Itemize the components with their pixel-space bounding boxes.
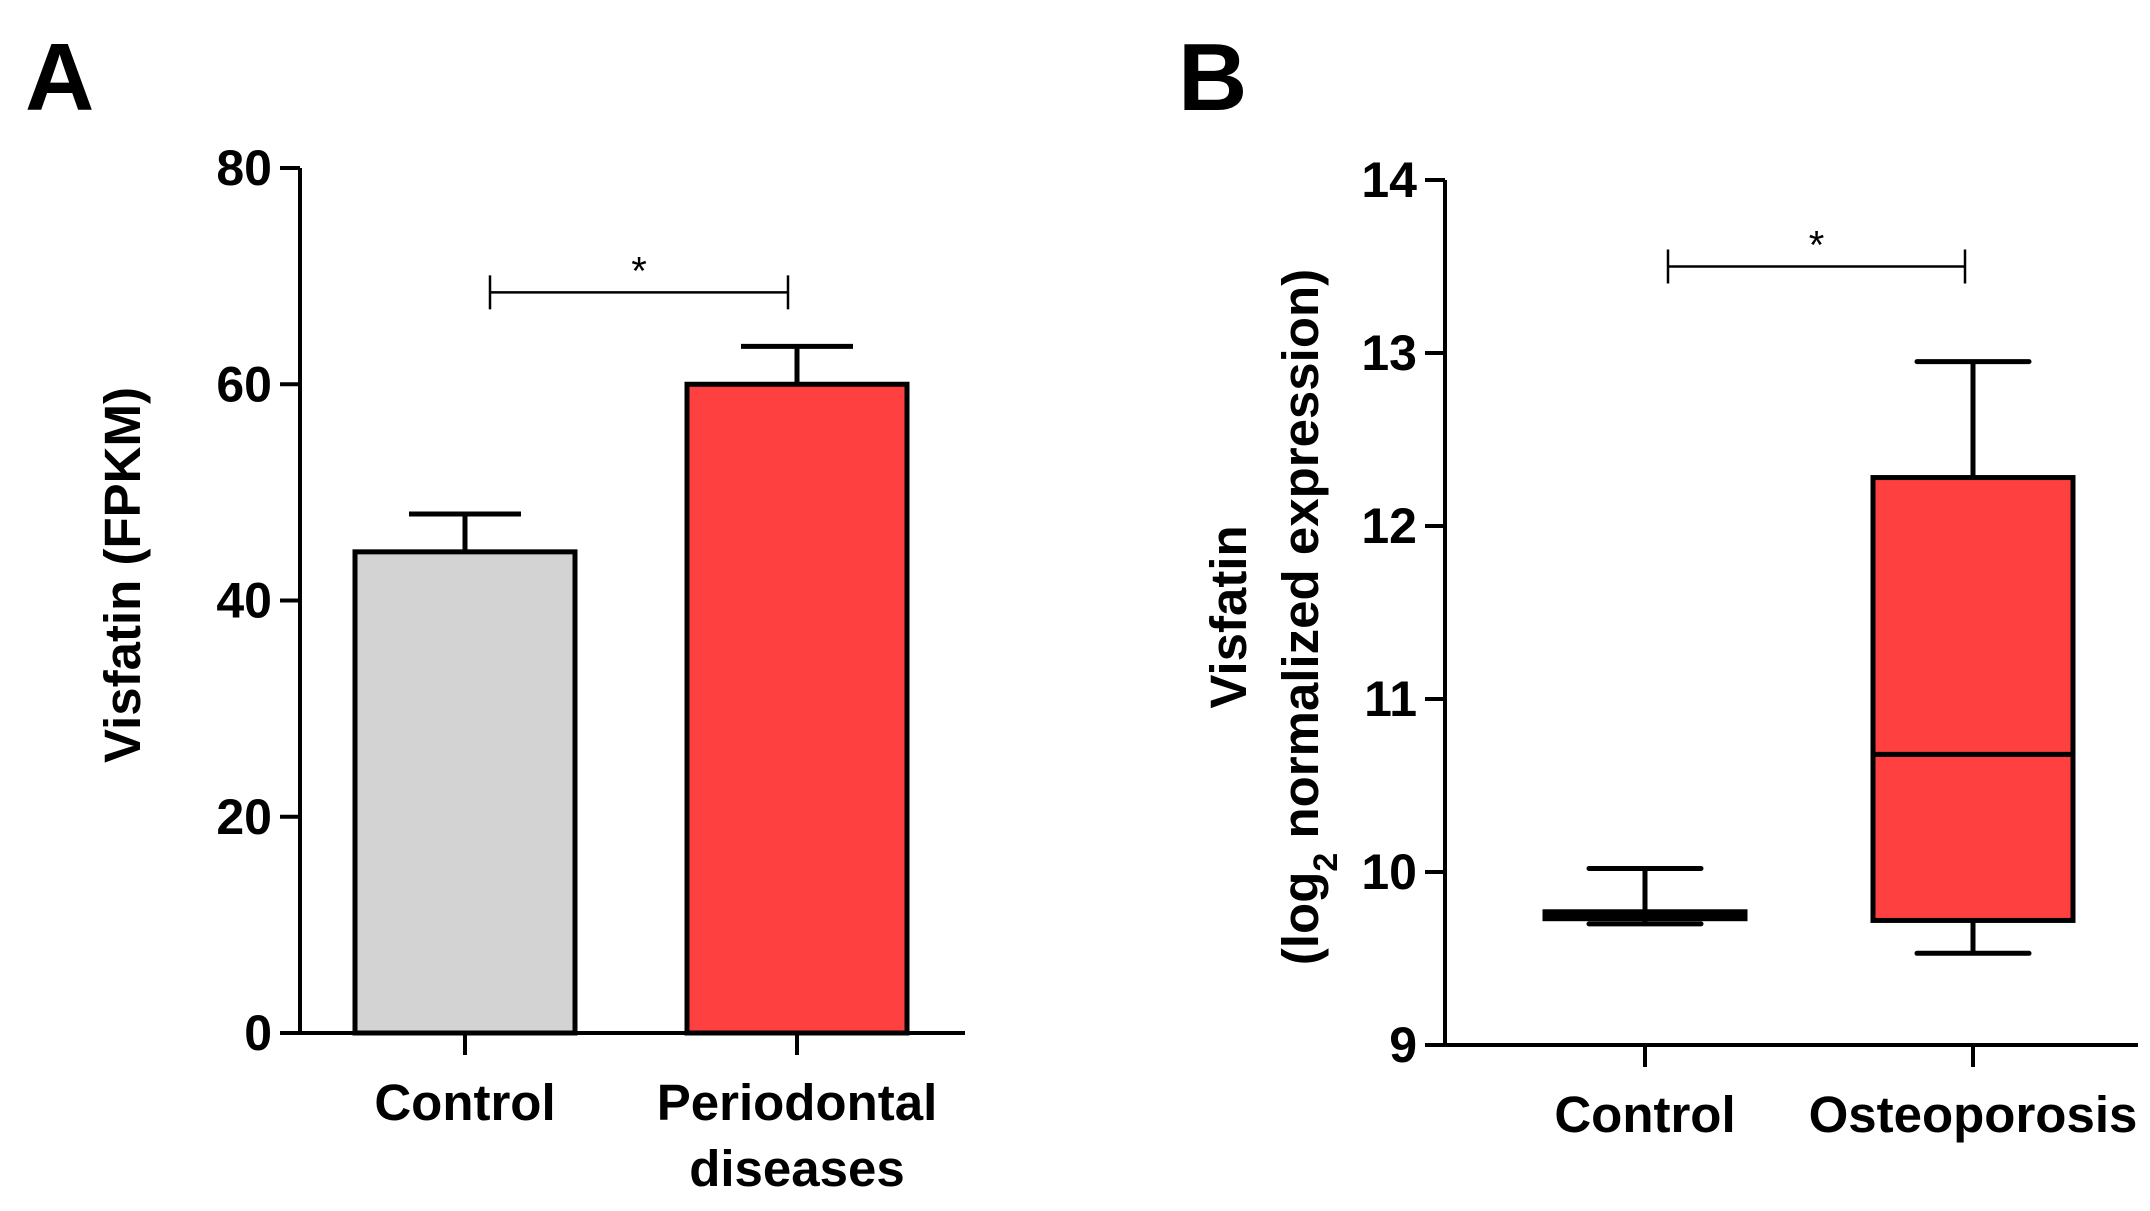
panel-b-y-axis-title-line2: (log2 normalized expression) — [1272, 269, 1345, 965]
panel-b-y-tick-label: 9 — [1389, 1017, 1417, 1073]
panel-b-x-tick-label: Osteoporosis — [1809, 1086, 2138, 1143]
panel-a-y-axis-title: Visfatin (FPKM) — [94, 387, 151, 763]
panel-a-y-tick-label: 0 — [244, 1005, 272, 1061]
panel-b-y-axis-title-line1: Visfatin — [1200, 525, 1257, 708]
panel-b-y-axis-title: Visfatin (log2 normalized expression) — [1200, 269, 1345, 965]
panel-a-significance-label: * — [631, 249, 647, 293]
panel-b-label: B — [1178, 24, 1247, 131]
panel-b-y-tick-label: 14 — [1361, 152, 1417, 208]
panel-a-plot: 0 20 40 60 80 Control Periodontal diseases * — [216, 140, 965, 1197]
panel-b-y-tick-label: 13 — [1361, 325, 1417, 381]
panel-a-label: A — [25, 24, 94, 131]
panel-b-y-tick-label: 11 — [1364, 671, 1417, 727]
panel-b-x-tick-label: Control — [1554, 1086, 1735, 1143]
panel-b-plot: 9 10 11 12 13 14 Control Osteoporosis * — [1361, 152, 2138, 1143]
panel-a-x-tick-label: diseases — [689, 1140, 905, 1197]
panel-a-y-tick-label: 80 — [216, 140, 272, 196]
panel-b-significance-label: * — [1809, 224, 1825, 268]
panel-b-y-tick-label: 10 — [1361, 844, 1417, 900]
panel-b-y-tick-label: 12 — [1361, 498, 1417, 554]
panel-a-y-tick-label: 40 — [216, 573, 272, 629]
panel-a-y-tick-label: 60 — [216, 356, 272, 412]
panel-b-box — [1870, 475, 2076, 923]
panel-a-bar — [352, 549, 578, 1036]
panel-a-x-tick-label: Control — [374, 1074, 555, 1131]
panel-a-y-tick-label: 20 — [216, 789, 272, 845]
panel-a-bar — [684, 381, 910, 1036]
panel-a-x-tick-label: Periodontal — [657, 1074, 938, 1131]
